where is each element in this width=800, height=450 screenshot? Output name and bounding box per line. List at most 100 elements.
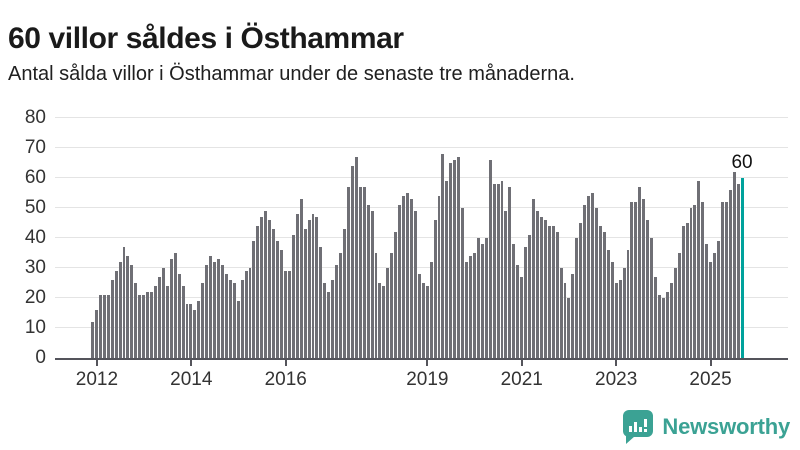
- bar: [319, 247, 323, 358]
- bar: [713, 253, 717, 358]
- x-tick: [190, 359, 193, 366]
- bar: [638, 187, 642, 358]
- bar: [402, 196, 405, 358]
- bar: [350, 166, 354, 358]
- bar: [343, 229, 346, 358]
- bar: [508, 187, 512, 358]
- bar: [268, 220, 272, 358]
- bar: [661, 298, 665, 358]
- bar: [453, 160, 457, 358]
- bar: [465, 262, 468, 358]
- bar: [287, 271, 291, 358]
- bar: [421, 283, 425, 358]
- bar: [480, 244, 484, 358]
- bar: [476, 238, 480, 358]
- bar: [102, 295, 106, 358]
- x-tick-label: 2025: [689, 369, 732, 390]
- bar: [634, 202, 638, 358]
- bar: [295, 214, 299, 358]
- bar: [201, 283, 205, 358]
- bar: [437, 196, 441, 358]
- bar: [252, 241, 256, 358]
- bar: [461, 208, 465, 358]
- bar: [154, 286, 157, 358]
- bar: [622, 268, 626, 358]
- bar: [248, 268, 252, 358]
- gridline: [55, 237, 788, 238]
- bar: [236, 301, 240, 358]
- x-tick: [709, 359, 712, 366]
- bar: [122, 247, 126, 358]
- bar: [736, 184, 740, 358]
- bar: [520, 277, 524, 358]
- bar: [232, 283, 236, 358]
- x-tick-label: 2012: [75, 369, 119, 390]
- logo-exclamation-glyph: [644, 419, 648, 432]
- bar: [472, 253, 476, 358]
- bar: [299, 199, 303, 358]
- bar: [220, 265, 224, 358]
- gridline: [55, 297, 788, 298]
- bar: [610, 262, 614, 358]
- bar: [555, 232, 559, 358]
- bar: [260, 217, 264, 358]
- brand-footer: Newsworthy: [623, 410, 790, 444]
- bar: [413, 211, 417, 358]
- bar: [390, 253, 394, 358]
- bar: [583, 205, 587, 358]
- x-tick: [95, 359, 98, 366]
- bar: [311, 214, 315, 358]
- bar: [504, 211, 508, 358]
- bar: [240, 280, 244, 358]
- y-tick-label: 10: [24, 317, 46, 338]
- bar: [587, 196, 591, 358]
- bar: [500, 181, 504, 358]
- bar: [673, 268, 677, 358]
- bar: [378, 283, 382, 358]
- bar: [366, 205, 370, 358]
- y-tick-label: 30: [24, 257, 46, 278]
- bar: [512, 244, 516, 358]
- newsworthy-logo-icon: [623, 410, 654, 444]
- bar: [142, 295, 146, 358]
- bar: [291, 235, 295, 358]
- bar: [161, 268, 165, 358]
- bar: [205, 265, 209, 358]
- bar: [642, 199, 646, 358]
- bar: [146, 292, 150, 358]
- bar: [445, 181, 449, 358]
- bar: [157, 277, 161, 358]
- bar: [228, 280, 232, 358]
- bar: [606, 250, 610, 358]
- bar: [335, 265, 339, 358]
- bar: [327, 292, 331, 358]
- x-tick: [284, 359, 287, 366]
- y-tick-label: 60: [24, 167, 46, 188]
- bar: [571, 274, 575, 358]
- bar: [669, 283, 673, 358]
- bar: [665, 292, 669, 358]
- bar: [91, 322, 94, 358]
- bar: [721, 202, 724, 358]
- bar: [441, 154, 445, 358]
- bar: [256, 226, 260, 358]
- bar: [130, 265, 134, 358]
- bar: [264, 211, 268, 358]
- bar: [406, 193, 409, 358]
- bar: [185, 304, 189, 358]
- bar: [417, 274, 421, 358]
- bar: [614, 283, 618, 358]
- bar: [484, 238, 488, 358]
- chart-subtitle: Antal sålda villor i Östhammar under de …: [8, 63, 575, 85]
- bar: [591, 193, 594, 358]
- bar: [189, 304, 193, 358]
- bar: [181, 286, 185, 358]
- bar: [618, 280, 622, 358]
- y-tick-label: 0: [35, 347, 46, 368]
- bar: [543, 220, 547, 358]
- bar: [563, 283, 567, 358]
- x-tick-label: 2021: [500, 369, 543, 390]
- bar: [654, 277, 657, 358]
- bar: [626, 250, 630, 358]
